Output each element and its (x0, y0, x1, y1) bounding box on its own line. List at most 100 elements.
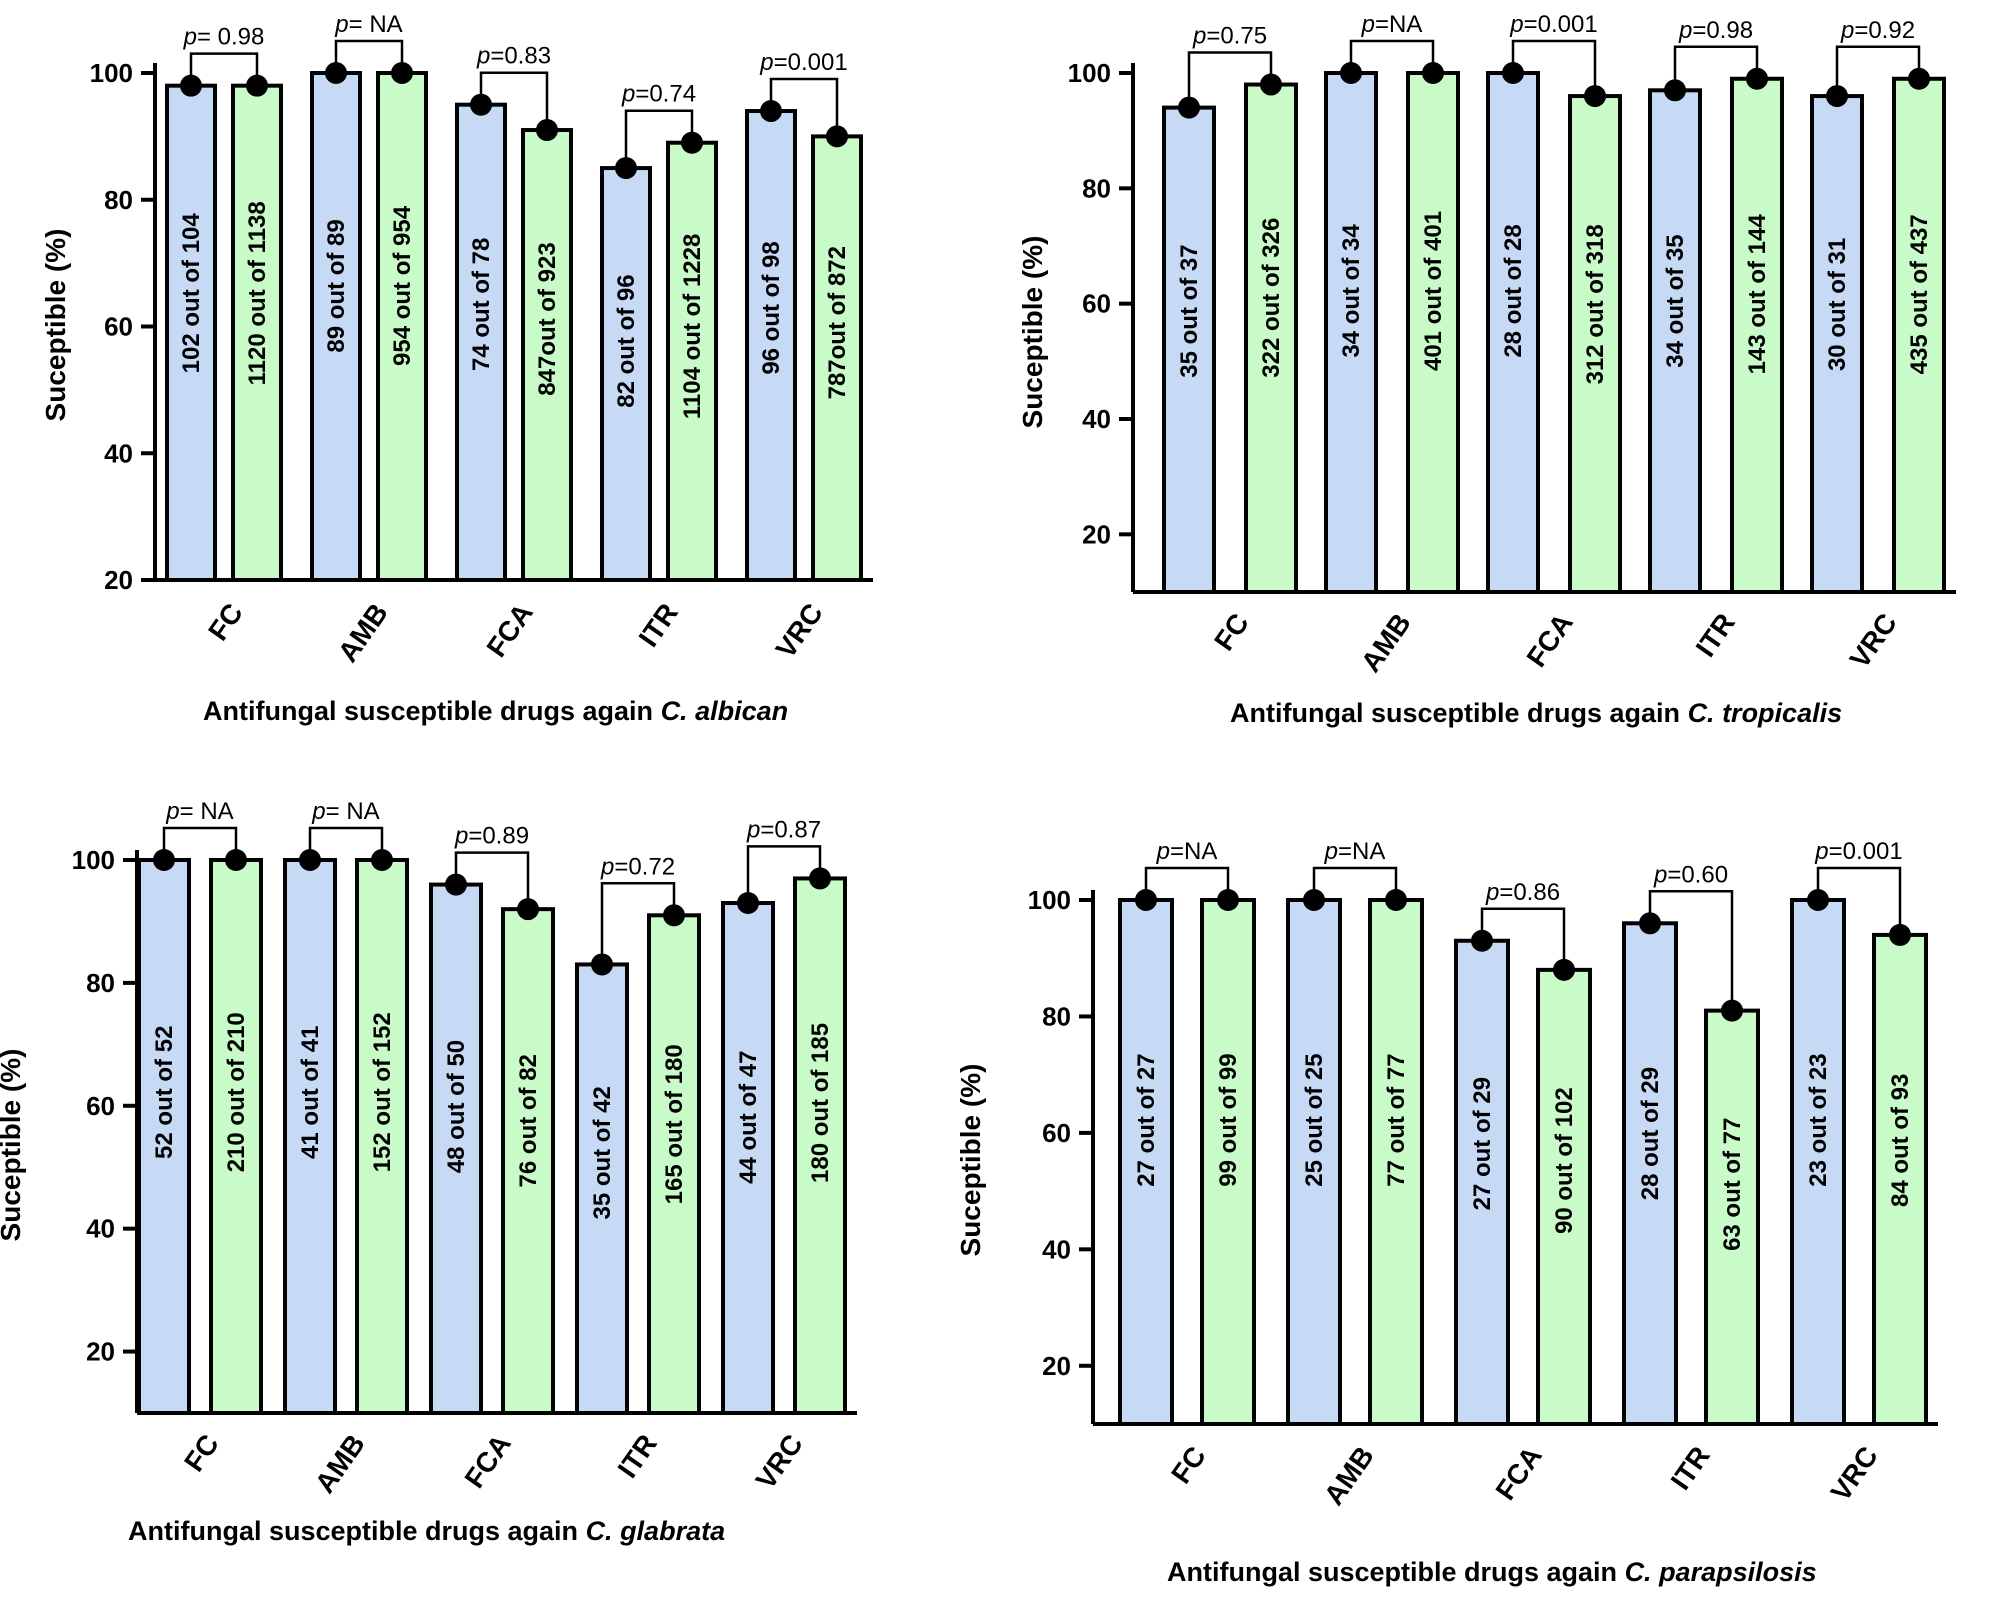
bar-count-label: 787out of 872 (824, 246, 851, 399)
p-value-text: =0.87 (760, 816, 821, 843)
x-tick-label-amb: AMB (1318, 1441, 1380, 1511)
bar-count-label: 77 out of 77 (1383, 1053, 1410, 1186)
p-value-label: p=0.89 (454, 823, 529, 850)
y-tick-label: 100 (1068, 58, 1111, 88)
bar-green-itr (647, 913, 701, 1415)
y-tick-label: 100 (72, 845, 115, 875)
bar-count-label: 74 out of 78 (468, 238, 495, 371)
bar-green-itr (1704, 1008, 1760, 1426)
bar-count-label: 99 out of 99 (1215, 1053, 1242, 1186)
x-tick-label-itr: ITR (612, 1429, 663, 1484)
bar-blue-fc (1162, 105, 1216, 594)
p-value-bracket (1144, 866, 1230, 900)
x-axis-title-species: C. albican (661, 696, 789, 726)
p-value-text: = 0.98 (197, 24, 264, 51)
bar-count-label: 96 out of 98 (758, 241, 785, 374)
x-tick-label-fc: FC (1165, 1441, 1212, 1489)
p-value-text: =0.83 (490, 43, 551, 70)
p-value-label: p=0.001 (1814, 838, 1902, 865)
bar-blue-itr (575, 962, 629, 1415)
bar-blue-vrc (745, 109, 797, 583)
x-tick-label-fca: FCA (459, 1429, 517, 1494)
p-value-text: =0.72 (614, 853, 675, 880)
bar-blue-amb (1324, 71, 1378, 594)
bar-green-fca (1536, 967, 1592, 1426)
x-axis-title-prefix: Antifungal susceptible drugs again (1230, 698, 1688, 728)
bar-count-label: 28 out of 28 (1500, 224, 1527, 357)
p-value-text: = NA (180, 798, 234, 825)
p-value-label: p=0.86 (1485, 879, 1560, 906)
x-tick-label-fca: FCA (481, 598, 539, 663)
bar-count-label: 23 out of 23 (1805, 1053, 1832, 1186)
y-tick-label: 80 (1082, 173, 1111, 203)
bar-green-itr (1730, 76, 1784, 595)
bar-count-label: 210 out of 210 (223, 1012, 250, 1172)
p-value-bracket (624, 109, 694, 169)
p-value-text: = NA (349, 11, 403, 38)
x-tick-label-itr: ITR (1690, 608, 1741, 663)
x-tick-label-itr: ITR (1665, 1441, 1716, 1496)
bar-green-amb (355, 858, 409, 1415)
panel-c-albican: 20 40 60 80 100 Suceptible (%) Antifungal susc… (40, 11, 873, 726)
y-axis-title: Suceptible (%) (955, 1064, 986, 1257)
p-value-symbol: p (1840, 17, 1854, 44)
y-tick-label: 100 (90, 58, 133, 88)
bar-green-vrc (793, 876, 847, 1415)
p-value-symbol: p (165, 798, 179, 825)
p-value-bracket (454, 851, 530, 910)
p-value-label: p=0.75 (1192, 23, 1267, 50)
x-tick-label-vrc: VRC (1825, 1441, 1884, 1507)
p-value-symbol: p (476, 43, 490, 70)
x-axis-title-species: C. parapsilosis (1625, 1557, 1817, 1587)
p-value-symbol: p (1814, 838, 1828, 865)
x-tick-label-fc: FC (1208, 608, 1255, 656)
bar-count-label: 35 out of 42 (589, 1086, 616, 1219)
y-tick-label: 80 (1042, 1001, 1071, 1031)
p-value-label: p=0.001 (1509, 11, 1597, 38)
p-value-symbol: p (454, 823, 468, 850)
bar-green-fc (1200, 898, 1256, 1426)
p-value-symbol: p (621, 81, 635, 108)
bar-count-label: 954 out of 954 (389, 205, 416, 366)
bar-blue-fca (429, 882, 483, 1415)
y-tick-label: 80 (104, 185, 133, 215)
p-value-text: =0.89 (468, 823, 529, 850)
p-value-text: =0.92 (1854, 17, 1915, 44)
bar-count-label: 27 out of 27 (1133, 1053, 1160, 1186)
bar-count-label: 1104 out of 1228 (679, 234, 706, 419)
bar-green-amb (1406, 71, 1460, 594)
x-tick-label-fc: FC (178, 1429, 225, 1477)
x-axis-title: Antifungal susceptible drugs again C. pa… (1167, 1557, 1817, 1587)
bar-count-label: 180 out of 185 (807, 1023, 834, 1183)
p-value-bracket (769, 77, 839, 137)
p-value-symbol: p (600, 853, 614, 880)
y-tick-label: 40 (1082, 404, 1111, 434)
p-value-bracket (1835, 45, 1921, 97)
bar-blue-fc (137, 858, 191, 1415)
p-value-bracket (1511, 39, 1597, 97)
bar-blue-vrc (1810, 94, 1864, 594)
bar-blue-vrc (1790, 898, 1846, 1426)
x-tick-label-vrc: VRC (770, 598, 829, 664)
x-tick-label-vrc: VRC (1844, 608, 1903, 674)
p-value-label: p=0.001 (759, 49, 847, 76)
bar-count-label: 27 out of 29 (1469, 1077, 1496, 1210)
p-value-bracket (1349, 39, 1435, 73)
p-value-label: p= NA (311, 798, 379, 825)
bar-count-label: 143 out of 144 (1744, 214, 1771, 375)
p-value-bracket (746, 845, 822, 904)
x-axis-title-species: C. glabrata (586, 1516, 726, 1546)
bar-count-label: 165 out of 180 (661, 1044, 688, 1204)
p-value-bracket (1187, 51, 1273, 108)
y-tick-label: 60 (104, 312, 133, 342)
bar-count-label: 28 out of 29 (1637, 1067, 1664, 1200)
y-tick-label: 80 (86, 968, 115, 998)
p-value-label: p=0.74 (621, 81, 696, 108)
x-axis-title-prefix: Antifungal susceptible drugs again (128, 1516, 586, 1546)
bar-blue-itr (600, 166, 652, 582)
p-value-bracket (1816, 866, 1902, 935)
bar-count-label: 25 out of 25 (1301, 1053, 1328, 1186)
x-tick-label-vrc: VRC (750, 1429, 809, 1495)
p-value-bracket (1673, 45, 1759, 91)
x-tick-label-amb: AMB (1355, 608, 1417, 678)
